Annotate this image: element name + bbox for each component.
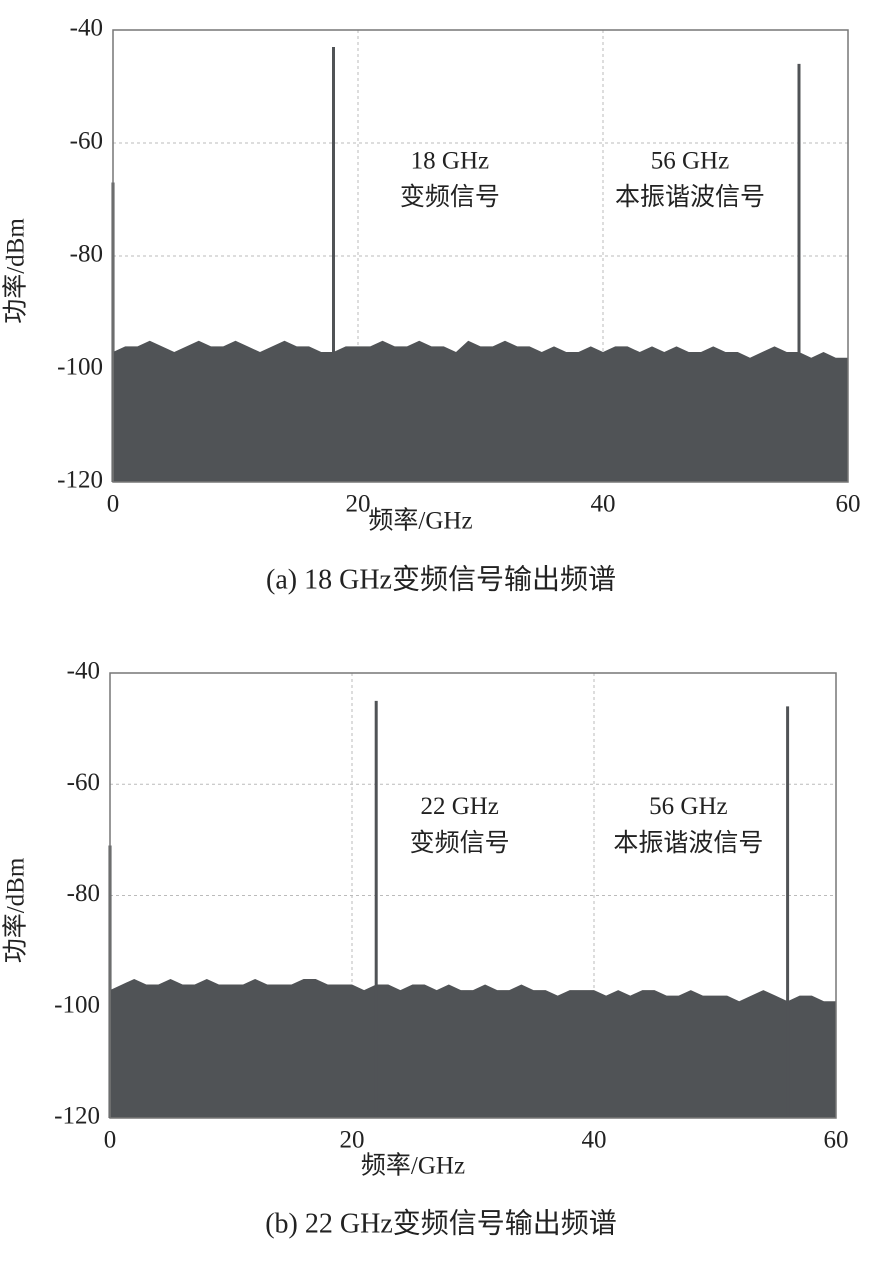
plot-frame xyxy=(112,29,849,483)
plot-frame xyxy=(109,672,837,1119)
annotation: 18 GHz xyxy=(411,148,489,175)
x-tick-label: 40 xyxy=(591,491,616,518)
y-tick-label: -40 xyxy=(70,15,103,42)
annotation: 本振谐波信号 xyxy=(613,829,763,857)
caption: (a) 18 GHz变频信号输出频谱 xyxy=(266,563,616,595)
y-axis-label: 功率/dBm xyxy=(2,218,30,324)
y-tick-label: -120 xyxy=(57,467,103,494)
annotation: 变频信号 xyxy=(400,183,500,211)
x-tick-label: 60 xyxy=(824,1127,849,1154)
noise-floor xyxy=(113,340,848,482)
y-tick-label: -120 xyxy=(54,1103,100,1130)
annotation: 56 GHz xyxy=(649,793,727,820)
y-tick-label: -80 xyxy=(67,880,100,907)
annotation: 22 GHz xyxy=(420,793,498,820)
x-tick-label: 0 xyxy=(107,491,120,518)
y-tick-label: -100 xyxy=(54,991,100,1018)
y-axis-label: 功率/dBm xyxy=(2,857,30,963)
x-tick-label: 40 xyxy=(582,1127,607,1154)
x-tick-label: 20 xyxy=(340,1127,365,1154)
y-tick-label: -40 xyxy=(67,658,100,685)
x-tick-label: 20 xyxy=(346,491,371,518)
x-tick-label: 60 xyxy=(836,491,861,518)
y-tick-label: -60 xyxy=(67,769,100,796)
caption: (b) 22 GHz变频信号输出频谱 xyxy=(265,1207,617,1239)
y-tick-label: -80 xyxy=(70,241,103,268)
x-tick-label: 0 xyxy=(104,1127,117,1154)
noise-floor xyxy=(110,978,836,1118)
annotation: 本振谐波信号 xyxy=(615,183,765,211)
x-axis-label: 频率/GHz xyxy=(368,507,472,535)
annotation: 变频信号 xyxy=(410,829,510,857)
y-tick-label: -60 xyxy=(70,128,103,155)
y-tick-label: -100 xyxy=(57,354,103,381)
annotation: 56 GHz xyxy=(651,148,729,175)
x-axis-label: 频率/GHz xyxy=(361,1152,465,1180)
